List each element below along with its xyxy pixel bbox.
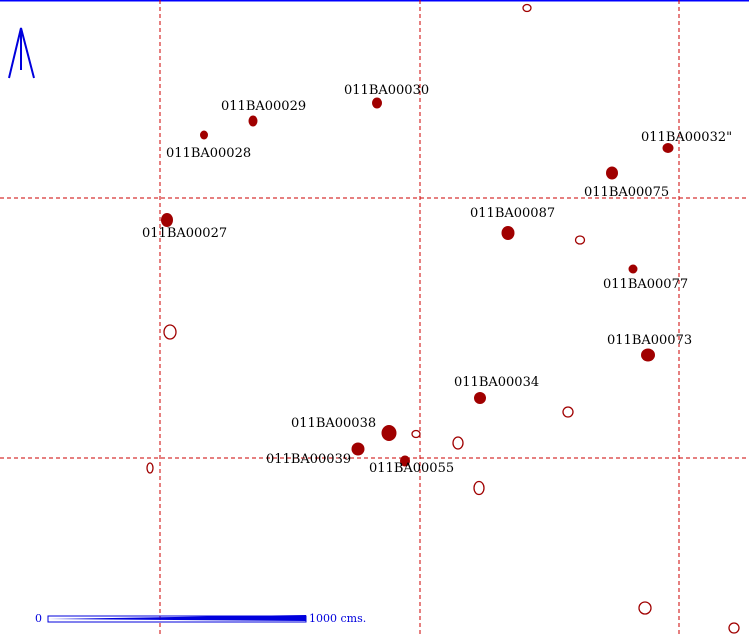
feature-label: 011BA00075 <box>584 185 669 200</box>
scale-bar-end-label: 1000 cms. <box>309 612 366 625</box>
outline-feature <box>562 406 574 418</box>
feature-label: 011BA00087 <box>470 206 555 221</box>
outline-features <box>146 3 740 634</box>
feature-011BA00032[interactable] <box>662 143 674 153</box>
feature-label: 011BA00038 <box>291 416 376 431</box>
outline-feature <box>473 480 485 496</box>
feature-label: 011BA00027 <box>142 226 227 241</box>
feature-label: 011BA00077 <box>603 277 688 292</box>
feature-labels: 011BA00027 011BA00028 011BA00029 011BA00… <box>142 83 732 476</box>
feature-011BA00039[interactable] <box>351 442 365 456</box>
feature-011BA00055[interactable] <box>400 455 410 467</box>
feature-label: 011BA00028 <box>166 146 251 161</box>
feature-label: 011BA00030 <box>344 83 429 98</box>
feature-011BA00028[interactable] <box>200 130 208 140</box>
north-arrow-icon <box>8 27 35 79</box>
feature-label: 011BA00032" <box>641 130 732 145</box>
feature-label: 011BA00073 <box>607 333 692 348</box>
feature-label: 011BA00029 <box>221 99 306 114</box>
feature-label: 011BA00034 <box>454 375 539 390</box>
feature-011BA00034[interactable] <box>474 392 486 404</box>
feature-markers <box>161 97 674 467</box>
scale-bar: 0 1000 cms. <box>35 612 366 625</box>
feature-label: 011BA00039 <box>266 452 351 467</box>
feature-011BA00030[interactable] <box>372 97 382 109</box>
scale-bar-start-label: 0 <box>35 612 42 625</box>
outline-feature <box>452 436 464 450</box>
feature-011BA00077[interactable] <box>628 264 638 274</box>
outline-feature <box>163 324 177 340</box>
feature-011BA00027[interactable] <box>161 213 173 227</box>
feature-011BA00038[interactable] <box>381 425 397 441</box>
feature-011BA00073[interactable] <box>641 348 655 362</box>
scale-bar-fill <box>48 615 306 621</box>
outline-feature <box>522 3 532 13</box>
feature-label: 011BA00055 <box>369 461 454 476</box>
feature-011BA00087[interactable] <box>501 226 515 240</box>
feature-011BA00075[interactable] <box>606 166 618 180</box>
feature-011BA00029[interactable] <box>248 115 258 127</box>
outline-feature <box>146 462 154 474</box>
outline-feature <box>411 429 421 439</box>
outline-feature <box>638 601 652 615</box>
outline-feature <box>574 235 586 245</box>
outline-feature <box>728 622 740 634</box>
